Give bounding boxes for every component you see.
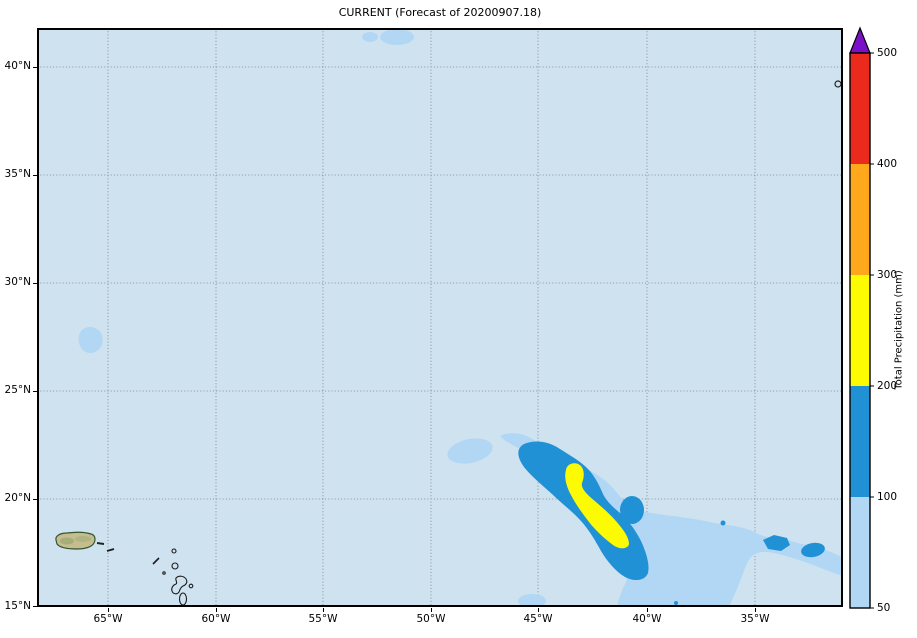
colorbar-segment-50-100: [850, 497, 870, 608]
east-cell-100-200-west: [763, 535, 790, 551]
x-tick-mark: [538, 608, 539, 612]
y-tick-mark: [33, 391, 37, 392]
x-tick-mark: [216, 608, 217, 612]
x-tick-mark: [755, 608, 756, 612]
plot-title: CURRENT (Forecast of 20200907.18): [338, 6, 542, 19]
colorbar-title: Total Precipitation (mm): [893, 270, 905, 390]
island-outline: [152, 557, 160, 565]
map-plot-area: [37, 28, 843, 607]
graticule: [37, 28, 843, 607]
colorbar-tick-label: 300: [877, 269, 898, 281]
x-tick-mark: [647, 608, 648, 612]
x-tick-label: 65°W: [93, 613, 123, 625]
puerto-rico-terrain-shading: [75, 536, 91, 542]
azores-islet-outline: [834, 80, 842, 88]
dominica-outline: [178, 592, 188, 606]
ocean-background: [37, 28, 843, 607]
x-tick-mark: [431, 608, 432, 612]
puerto-rico-island: [55, 531, 105, 550]
colorbar-segment-300-400: [850, 164, 870, 275]
y-tick-label: 30°N: [4, 276, 31, 288]
colorbar-tick-label: 100: [877, 491, 898, 503]
storm-halo-nw-wisp: [447, 438, 493, 464]
colorbar-tick-label: 50: [877, 602, 891, 614]
y-tick-mark: [33, 499, 37, 500]
map-frame: [37, 28, 843, 607]
y-tick-label: 35°N: [4, 168, 31, 180]
colorbar-tick-label: 500: [877, 47, 898, 59]
x-tick-mark: [108, 608, 109, 612]
colorbar-canvas: [849, 26, 874, 609]
island-outline: [171, 562, 179, 570]
storm-halo-bottom-wisp: [518, 594, 546, 607]
east-cell-100-200-east: [801, 542, 825, 558]
storm-band-right-bump: [620, 496, 644, 524]
small-cell-100-200: [674, 601, 678, 605]
x-tick-label: 50°W: [416, 613, 446, 625]
lesser-antilles-islands: [106, 548, 194, 606]
precip-region-200-300: [565, 463, 629, 549]
x-tick-label: 40°W: [632, 613, 662, 625]
y-tick-label: 25°N: [4, 384, 31, 396]
colorbar-segment-200-300: [850, 275, 870, 386]
island-outline: [171, 548, 177, 554]
vieques-island: [96, 542, 105, 545]
colorbar-segment-100-200: [850, 386, 870, 497]
y-tick-mark: [33, 606, 37, 607]
island-outline: [162, 571, 166, 575]
x-tick-label: 35°W: [740, 613, 770, 625]
puerto-rico-terrain-shading: [60, 537, 74, 545]
y-tick-mark: [33, 283, 37, 284]
colorbar-tick-label: 200: [877, 380, 898, 392]
x-tick-label: 45°W: [523, 613, 553, 625]
colorbar-tick-label: 400: [877, 158, 898, 170]
storm-core-200-300: [565, 463, 629, 549]
colorbar-segment-400-500: [850, 53, 870, 164]
x-tick-label: 60°W: [201, 613, 231, 625]
precip-patch-north-large: [380, 29, 414, 45]
island-outline: [188, 583, 194, 589]
colorbar: [848, 26, 874, 612]
y-tick-mark: [33, 175, 37, 176]
x-tick-mark: [323, 608, 324, 612]
y-tick-label: 40°N: [4, 60, 31, 72]
map-canvas: [37, 28, 843, 607]
y-tick-label: 15°N: [4, 600, 31, 612]
colorbar-over-arrow: [849, 26, 871, 54]
island-outline: [106, 548, 115, 552]
colorbar-frame: [849, 52, 871, 609]
y-tick-mark: [33, 67, 37, 68]
precip-patch-north-small: [362, 32, 378, 42]
y-tick-label: 20°N: [4, 492, 31, 504]
precip-patch-west: [78, 327, 103, 354]
x-tick-label: 55°W: [308, 613, 338, 625]
small-cell-100-200: [720, 520, 726, 526]
guadeloupe-outline: [171, 575, 188, 595]
